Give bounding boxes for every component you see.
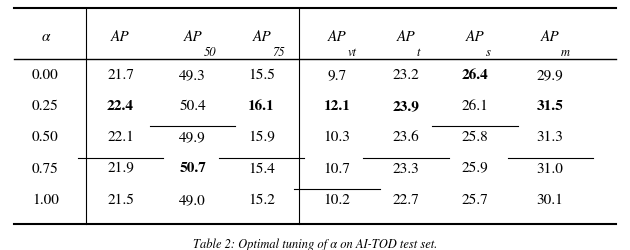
Text: 15.4: 15.4: [248, 162, 275, 176]
Text: 31.3: 31.3: [537, 131, 564, 144]
Text: 9.7: 9.7: [328, 68, 347, 82]
Text: 75: 75: [272, 46, 285, 59]
Text: 21.7: 21.7: [107, 68, 134, 82]
Text: 49.9: 49.9: [180, 131, 206, 144]
Text: 22.1: 22.1: [107, 131, 134, 144]
Text: AP: AP: [396, 30, 415, 44]
Text: 25.9: 25.9: [462, 162, 488, 176]
Text: 15.9: 15.9: [248, 131, 275, 144]
Text: 15.2: 15.2: [248, 194, 275, 207]
Text: AP: AP: [252, 30, 271, 44]
Text: 10.7: 10.7: [324, 162, 350, 176]
Text: 10.3: 10.3: [324, 131, 350, 144]
Text: 29.9: 29.9: [537, 68, 564, 82]
Text: 25.8: 25.8: [462, 131, 488, 144]
Text: 0.50: 0.50: [32, 131, 59, 144]
Text: 0.25: 0.25: [32, 100, 59, 113]
Text: 16.1: 16.1: [248, 100, 275, 113]
Text: 0.75: 0.75: [32, 162, 59, 176]
Text: 22.7: 22.7: [392, 194, 420, 207]
Text: 21.5: 21.5: [107, 194, 134, 207]
Text: 10.2: 10.2: [324, 194, 350, 207]
Text: 23.6: 23.6: [392, 131, 420, 144]
Text: 31.0: 31.0: [537, 162, 564, 176]
Text: 49.3: 49.3: [180, 68, 206, 82]
Text: s: s: [486, 46, 491, 59]
Text: 22.4: 22.4: [107, 100, 134, 113]
Text: 23.3: 23.3: [392, 162, 420, 176]
Text: m: m: [561, 46, 570, 59]
Text: AP: AP: [541, 30, 559, 44]
Text: 50: 50: [203, 46, 216, 59]
Text: 12.1: 12.1: [324, 100, 350, 113]
Text: 23.9: 23.9: [392, 100, 420, 113]
Text: 26.4: 26.4: [462, 69, 488, 82]
Text: 30.1: 30.1: [537, 194, 564, 207]
Text: AP: AP: [111, 30, 130, 44]
Text: 50.4: 50.4: [180, 100, 206, 113]
Text: 31.5: 31.5: [537, 100, 564, 113]
Text: AP: AP: [466, 30, 484, 44]
Text: 15.5: 15.5: [248, 68, 275, 82]
Text: 23.2: 23.2: [392, 68, 420, 82]
Text: 50.7: 50.7: [180, 162, 206, 175]
Text: Table 2: Optimal tuning of α on AI-TOD test set.: Table 2: Optimal tuning of α on AI-TOD t…: [193, 239, 437, 250]
Text: 1.00: 1.00: [32, 194, 59, 207]
Text: 49.0: 49.0: [180, 194, 206, 207]
Text: vt: vt: [348, 46, 357, 59]
Text: AP: AP: [183, 30, 202, 44]
Text: t: t: [416, 46, 420, 59]
Text: AP: AP: [328, 30, 347, 44]
Text: 21.9: 21.9: [107, 162, 134, 176]
Text: 0.00: 0.00: [32, 68, 59, 82]
Text: 26.1: 26.1: [462, 100, 488, 113]
Text: 25.7: 25.7: [462, 194, 488, 207]
Text: α: α: [41, 30, 50, 44]
